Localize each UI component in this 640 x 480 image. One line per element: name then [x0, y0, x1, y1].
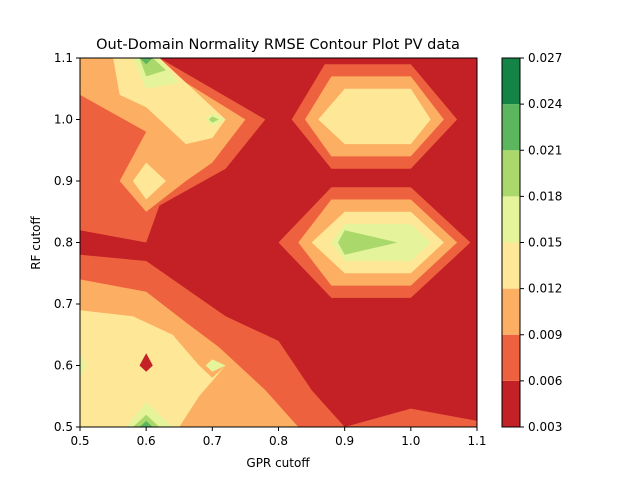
contour-region-5 — [80, 58, 246, 212]
y-axis-label: RF cutoff — [29, 215, 43, 269]
contour-region-18 — [126, 402, 173, 427]
contour-region-4 — [344, 408, 477, 427]
contour-region-26 — [139, 353, 153, 372]
colorbar-band — [502, 196, 520, 243]
x-tick-label: 0.6 — [137, 434, 156, 448]
colorbar-band — [502, 288, 520, 335]
y-tick-label: 0.9 — [54, 174, 73, 188]
colorbar-band — [502, 150, 520, 197]
contour-region-24 — [139, 58, 153, 65]
contour-region-12 — [318, 88, 431, 145]
contour-region-22 — [132, 414, 160, 427]
colorbar-band — [502, 104, 520, 151]
contour-region-25 — [139, 420, 153, 427]
colorbar-tick-label: 0.027 — [528, 51, 562, 65]
y-tick-label: 0.6 — [54, 359, 73, 373]
contour-region-10 — [132, 162, 166, 200]
colorbar-band — [502, 58, 520, 105]
colorbar-tick-label: 0.018 — [528, 189, 562, 203]
colorbar-tick-label: 0.015 — [528, 236, 562, 250]
y-tick-label: 0.8 — [54, 236, 73, 250]
y-tick-label: 1.1 — [54, 51, 73, 65]
contour-region-11 — [80, 310, 226, 427]
x-tick-label: 1.0 — [401, 434, 420, 448]
colorbar-tick-label: 0.024 — [528, 97, 562, 111]
x-tick-label: 0.8 — [269, 434, 288, 448]
colorbar: 0.003 0.006 0.009 0.012 0.015 0.018 0.021 0.024… — [501, 51, 562, 434]
x-tick-label: 0.5 — [70, 434, 89, 448]
x-tick-label: 0.7 — [203, 434, 222, 448]
contour-region-23 — [338, 230, 398, 255]
x-tick-label: 0.9 — [335, 434, 354, 448]
contour-region-17 — [205, 359, 226, 372]
colorbar-tick-label: 0.003 — [528, 420, 562, 434]
y-axis: 0.5 0.6 0.7 0.8 0.9 1.0 1.1 — [54, 51, 80, 434]
contour-region-9 — [113, 58, 226, 145]
x-axis-label: GPR cutoff — [246, 456, 310, 470]
y-tick-label: 1.0 — [54, 113, 73, 127]
y-tick-label: 0.7 — [54, 297, 73, 311]
colorbar-tick-label: 0.012 — [528, 282, 562, 296]
colorbar-band — [502, 334, 520, 381]
chart-title: Out-Domain Normality RMSE Contour Plot P… — [96, 37, 460, 53]
colorbar-band — [502, 380, 520, 427]
colorbar-tick-label: 0.009 — [528, 328, 562, 342]
colorbar-band — [502, 242, 520, 289]
contour-region-21 — [209, 116, 219, 123]
x-tick-label: 1.1 — [467, 434, 486, 448]
colorbar-tick-label: 0.006 — [528, 374, 562, 388]
x-axis: 0.5 0.6 0.7 0.8 0.9 1.0 1.1 — [70, 427, 487, 448]
contour-region-16 — [80, 353, 87, 378]
plot-area — [79, 57, 478, 428]
colorbar-tick-label: 0.021 — [528, 143, 562, 157]
y-tick-label: 0.5 — [54, 420, 73, 434]
